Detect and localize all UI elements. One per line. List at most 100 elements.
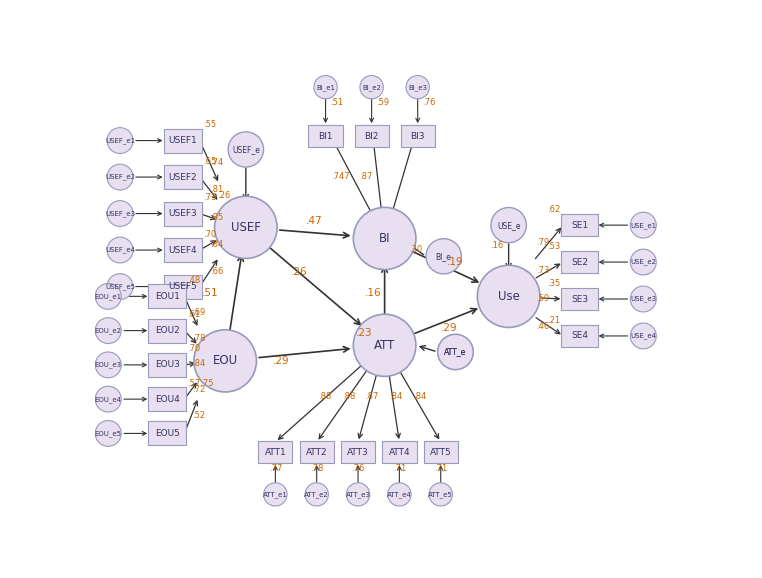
- FancyBboxPatch shape: [424, 441, 458, 464]
- Text: BI_e1: BI_e1: [316, 84, 335, 91]
- FancyBboxPatch shape: [383, 441, 417, 464]
- Text: .51: .51: [202, 288, 219, 298]
- Ellipse shape: [264, 483, 287, 506]
- Text: .84: .84: [210, 240, 223, 249]
- Text: .77: .77: [269, 464, 282, 473]
- Ellipse shape: [95, 352, 121, 378]
- FancyBboxPatch shape: [341, 441, 375, 464]
- Text: EOU1: EOU1: [155, 292, 180, 301]
- Text: .84: .84: [413, 392, 427, 401]
- Ellipse shape: [215, 197, 277, 258]
- FancyBboxPatch shape: [149, 284, 186, 308]
- FancyBboxPatch shape: [149, 318, 186, 343]
- Text: ATT_e: ATT_e: [444, 347, 466, 357]
- Ellipse shape: [107, 201, 133, 227]
- Text: EOU_e1: EOU_e1: [94, 293, 122, 300]
- Text: EOU: EOU: [213, 354, 238, 368]
- Ellipse shape: [107, 128, 133, 154]
- Ellipse shape: [429, 483, 453, 506]
- Text: SE1: SE1: [571, 221, 588, 229]
- Text: EOU_e5: EOU_e5: [94, 430, 122, 437]
- Ellipse shape: [107, 273, 133, 299]
- Ellipse shape: [194, 330, 257, 392]
- Text: USEF_e3: USEF_e3: [105, 210, 135, 217]
- Text: .73: .73: [536, 266, 549, 275]
- Text: BI_e3: BI_e3: [408, 84, 427, 91]
- Text: USE_e1: USE_e1: [630, 222, 656, 228]
- Text: .78: .78: [192, 334, 205, 343]
- Text: .53: .53: [547, 242, 560, 251]
- Ellipse shape: [388, 483, 411, 506]
- Text: BI1: BI1: [319, 132, 333, 140]
- Text: .84: .84: [389, 392, 402, 401]
- Text: .61: .61: [187, 310, 200, 319]
- Text: EOU2: EOU2: [155, 326, 180, 335]
- Text: ATT_e: ATT_e: [444, 347, 466, 357]
- Ellipse shape: [95, 318, 121, 343]
- FancyBboxPatch shape: [149, 353, 186, 377]
- Text: EOU_e2: EOU_e2: [94, 327, 122, 334]
- Ellipse shape: [314, 76, 338, 99]
- Text: .74: .74: [210, 158, 223, 167]
- Ellipse shape: [354, 208, 416, 269]
- Text: .87: .87: [366, 392, 379, 401]
- FancyBboxPatch shape: [354, 125, 389, 147]
- Text: ATT1: ATT1: [264, 447, 287, 457]
- Text: ATT4: ATT4: [389, 447, 410, 457]
- Text: .71: .71: [392, 464, 406, 473]
- Text: ATT_e1: ATT_e1: [263, 491, 288, 498]
- Text: .29: .29: [441, 323, 458, 334]
- Text: .46: .46: [536, 321, 549, 331]
- Text: .57,75: .57,75: [187, 379, 214, 388]
- FancyBboxPatch shape: [309, 125, 343, 147]
- Text: USEF3: USEF3: [168, 209, 197, 218]
- Text: SE2: SE2: [571, 258, 588, 266]
- Ellipse shape: [95, 283, 121, 309]
- Ellipse shape: [630, 323, 656, 349]
- Text: USE_e2: USE_e2: [630, 259, 656, 265]
- Text: .55: .55: [203, 120, 216, 129]
- Text: BI_e2: BI_e2: [362, 84, 381, 91]
- FancyBboxPatch shape: [149, 421, 186, 446]
- Text: EOU_e4: EOU_e4: [94, 396, 122, 402]
- FancyBboxPatch shape: [299, 441, 334, 464]
- Text: .71: .71: [434, 464, 447, 473]
- FancyBboxPatch shape: [164, 128, 201, 153]
- Text: SE4: SE4: [571, 331, 588, 340]
- Text: Use: Use: [498, 290, 520, 303]
- Text: .48: .48: [187, 276, 200, 285]
- Text: .84: .84: [192, 360, 205, 368]
- Text: .76: .76: [421, 98, 435, 107]
- Text: .87: .87: [359, 172, 373, 181]
- Ellipse shape: [228, 132, 264, 167]
- FancyBboxPatch shape: [562, 288, 597, 310]
- Ellipse shape: [354, 314, 416, 376]
- Ellipse shape: [477, 265, 540, 328]
- Text: USEF4: USEF4: [168, 246, 197, 254]
- Ellipse shape: [107, 237, 133, 263]
- Text: USEF_e: USEF_e: [232, 145, 260, 154]
- Ellipse shape: [95, 421, 121, 446]
- Text: EOU5: EOU5: [155, 429, 180, 438]
- Text: .62: .62: [547, 205, 560, 214]
- Text: BI: BI: [379, 232, 390, 245]
- Ellipse shape: [406, 76, 429, 99]
- Text: ATT_e5: ATT_e5: [428, 491, 453, 498]
- Text: .26: .26: [216, 191, 230, 200]
- Text: EOU3: EOU3: [155, 360, 180, 369]
- FancyBboxPatch shape: [149, 387, 186, 411]
- Text: .81: .81: [210, 185, 223, 194]
- Ellipse shape: [347, 483, 370, 506]
- Ellipse shape: [437, 334, 473, 369]
- Text: .59: .59: [536, 294, 549, 303]
- FancyBboxPatch shape: [164, 165, 201, 189]
- Ellipse shape: [305, 483, 328, 506]
- FancyBboxPatch shape: [258, 441, 293, 464]
- Text: .73: .73: [203, 193, 216, 202]
- Text: USEF_e4: USEF_e4: [105, 247, 135, 253]
- Text: .72: .72: [192, 385, 205, 394]
- Text: .76: .76: [351, 464, 365, 473]
- Text: .66: .66: [210, 267, 223, 276]
- Text: BI2: BI2: [364, 132, 379, 140]
- FancyBboxPatch shape: [164, 275, 201, 299]
